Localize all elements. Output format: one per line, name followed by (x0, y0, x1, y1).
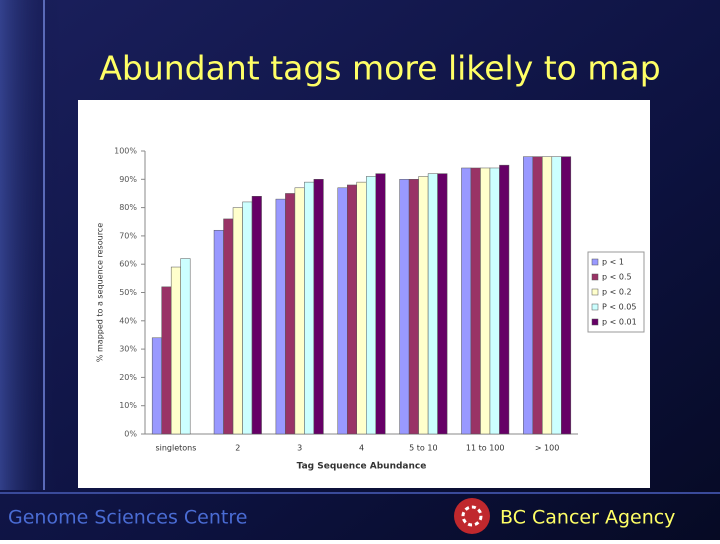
footer-left: Genome Sciences Centre (8, 507, 247, 529)
bar (399, 179, 410, 435)
slide-title: Abundant tags more likely to map (99, 49, 660, 88)
bar (275, 198, 286, 435)
y-tick-label: 0% (124, 430, 137, 439)
bar (551, 156, 562, 435)
bar (499, 164, 510, 435)
bar (251, 196, 262, 435)
bar (180, 258, 191, 435)
legend-label: P < 0.05 (602, 303, 636, 312)
y-tick-label: 90% (119, 175, 137, 184)
bar (285, 193, 296, 435)
legend-swatch (591, 273, 599, 281)
bar (489, 167, 500, 435)
footer-right: BC Cancer Agency (500, 507, 675, 529)
bar (213, 229, 224, 435)
y-tick-label: 10% (119, 401, 137, 410)
bar (232, 207, 243, 435)
bar (542, 156, 553, 435)
bar (347, 184, 357, 435)
y-axis-title: % mapped to a sequence resource (96, 223, 105, 362)
bar (561, 156, 572, 435)
legend-swatch (591, 318, 599, 326)
chart: 0% 10% 20% 30% 40% 50% 60% 70% 80% 90% 100% % mappe… (96, 147, 645, 472)
bar (313, 179, 324, 435)
bar (418, 176, 429, 435)
x-axis-title: Tag Sequence Abundance (297, 462, 427, 472)
bar (532, 156, 543, 435)
dna-strip (0, 0, 60, 490)
bar (427, 173, 438, 435)
bar (461, 167, 472, 435)
y-tick-label: 70% (119, 231, 137, 240)
x-tick-label: 5 to 10 (409, 444, 437, 453)
legend-label: p < 0.01 (602, 318, 637, 327)
x-tick-label: 2 (235, 444, 240, 453)
bar (437, 173, 448, 435)
y-tick-label: 30% (119, 345, 137, 354)
bar (523, 156, 534, 435)
bar (480, 167, 491, 435)
x-tick-label: 11 to 100 (466, 444, 505, 453)
bar (366, 176, 376, 435)
x-tick-label: 4 (359, 444, 364, 453)
logo-mark (461, 505, 483, 527)
bar (242, 201, 253, 435)
bar (375, 173, 386, 435)
legend-label: p < 0.2 (602, 288, 632, 297)
bar (294, 187, 305, 435)
y-tick-label: 100% (114, 147, 137, 156)
bar (356, 181, 367, 435)
y-tick-label: 80% (119, 203, 137, 212)
bar (408, 179, 419, 435)
bar (470, 167, 481, 435)
legend-label: p < 1 (602, 258, 624, 267)
logo (454, 498, 490, 534)
x-tick-label: > 100 (535, 444, 560, 453)
legend-swatch (591, 303, 599, 311)
legend-swatch (591, 258, 599, 266)
y-tick-label: 20% (119, 373, 137, 382)
y-tick-label: 60% (119, 260, 137, 269)
bar (161, 286, 172, 435)
y-tick-label: 50% (119, 288, 137, 297)
legend-label: p < 0.5 (602, 273, 632, 282)
bar (170, 266, 181, 435)
bar (337, 187, 348, 435)
bar (304, 181, 315, 435)
y-tick-label: 40% (119, 316, 137, 325)
legend-swatch (591, 288, 599, 296)
x-tick-label: 3 (297, 444, 302, 453)
bar (223, 218, 234, 435)
x-tick-label: singletons (155, 444, 196, 453)
bar (151, 337, 162, 435)
